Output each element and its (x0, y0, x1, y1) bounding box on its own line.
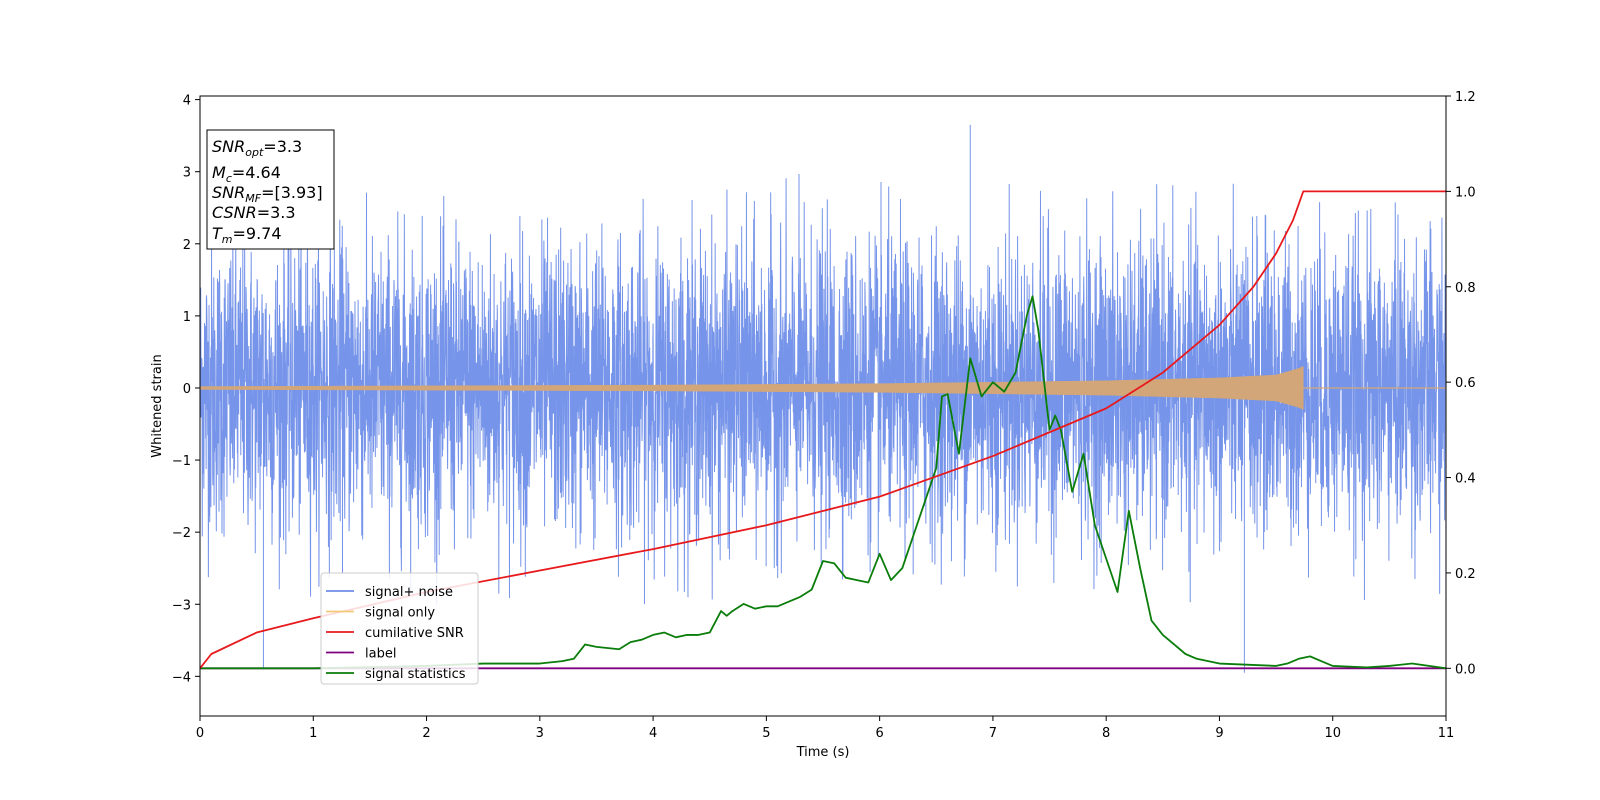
info-snr-opt: SNRopt=3.3 (212, 137, 302, 159)
y-left-tick-label: −2 (172, 526, 191, 541)
legend-frame (320, 572, 479, 685)
info-tm: Tm=9.74 (212, 224, 282, 246)
y-left-tick-label: 3 (183, 166, 191, 181)
y-right-tick-label: 0.6 (1455, 376, 1476, 391)
x-tick-label: 4 (649, 726, 657, 741)
y-axis-label: Whitened strain (150, 354, 165, 457)
y-right-tick-label: 0.8 (1455, 281, 1476, 296)
y-left-tick-label: 2 (183, 238, 191, 253)
legend-label: signal only (365, 606, 435, 621)
legend-label: label (365, 647, 396, 662)
signal-only-series (200, 365, 1446, 410)
y-right-tick-label: 0.2 (1455, 567, 1476, 582)
y-right-tick-label: 1.0 (1455, 185, 1476, 200)
x-tick-label: 3 (536, 726, 544, 741)
y-right-tick-label: 1.2 (1455, 90, 1476, 105)
x-tick-label: 8 (1102, 726, 1110, 741)
legend-items: signal+ noise signal only cumilative SNR la… (326, 585, 466, 682)
info-box: SNRopt=3.3 Mc=4.64 SNRMF=[3.93] CSNR=3.3… (206, 129, 335, 250)
x-tick-label: 10 (1324, 726, 1341, 741)
y-left-tick-label: −1 (172, 454, 191, 469)
y-left-tick-label: 4 (183, 94, 191, 109)
x-tick-label: 0 (196, 726, 204, 741)
cumulative-snr-line (200, 190, 1446, 669)
info-box-frame (206, 129, 335, 250)
legend: signal+ noise signal only cumilative SNR la… (320, 572, 479, 685)
signal-statistics-line (200, 295, 1446, 670)
x-tick-label: 9 (1215, 726, 1223, 741)
x-tick-label: 6 (875, 726, 883, 741)
x-tick-label: 2 (422, 726, 430, 741)
info-csnr: CSNR=3.3 (212, 203, 296, 222)
signal-only-chirp (200, 365, 1304, 410)
legend-label: signal statistics (365, 667, 466, 682)
left-y-axis: 4 3 2 1 0 −1 −2 −3 −4 (172, 94, 200, 685)
legend-label: cumilative SNR (365, 626, 464, 641)
legend-label: signal+ noise (365, 585, 453, 600)
info-snr-mf: SNRMF=[3.93] (212, 183, 323, 205)
info-mc: Mc=4.64 (212, 163, 281, 185)
plot-frame (199, 95, 1447, 717)
x-tick-label: 5 (762, 726, 770, 741)
y-right-tick-label: 0.0 (1455, 662, 1476, 677)
x-axis-label: Time (s) (796, 745, 850, 760)
x-tick-label: 1 (309, 726, 317, 741)
right-y-axis: 1.2 1.0 0.8 0.6 0.4 0.2 0.0 (1446, 90, 1476, 677)
y-left-tick-label: 0 (183, 382, 191, 397)
y-left-tick-label: 1 (183, 310, 191, 325)
x-axis: 0 1 2 3 4 5 6 7 8 9 10 11 (196, 716, 1454, 741)
y-left-tick-label: −3 (172, 598, 191, 613)
y-left-tick-label: −4 (172, 670, 191, 685)
y-right-tick-label: 0.4 (1455, 472, 1476, 487)
x-tick-label: 7 (989, 726, 997, 741)
x-tick-label: 11 (1438, 726, 1455, 741)
